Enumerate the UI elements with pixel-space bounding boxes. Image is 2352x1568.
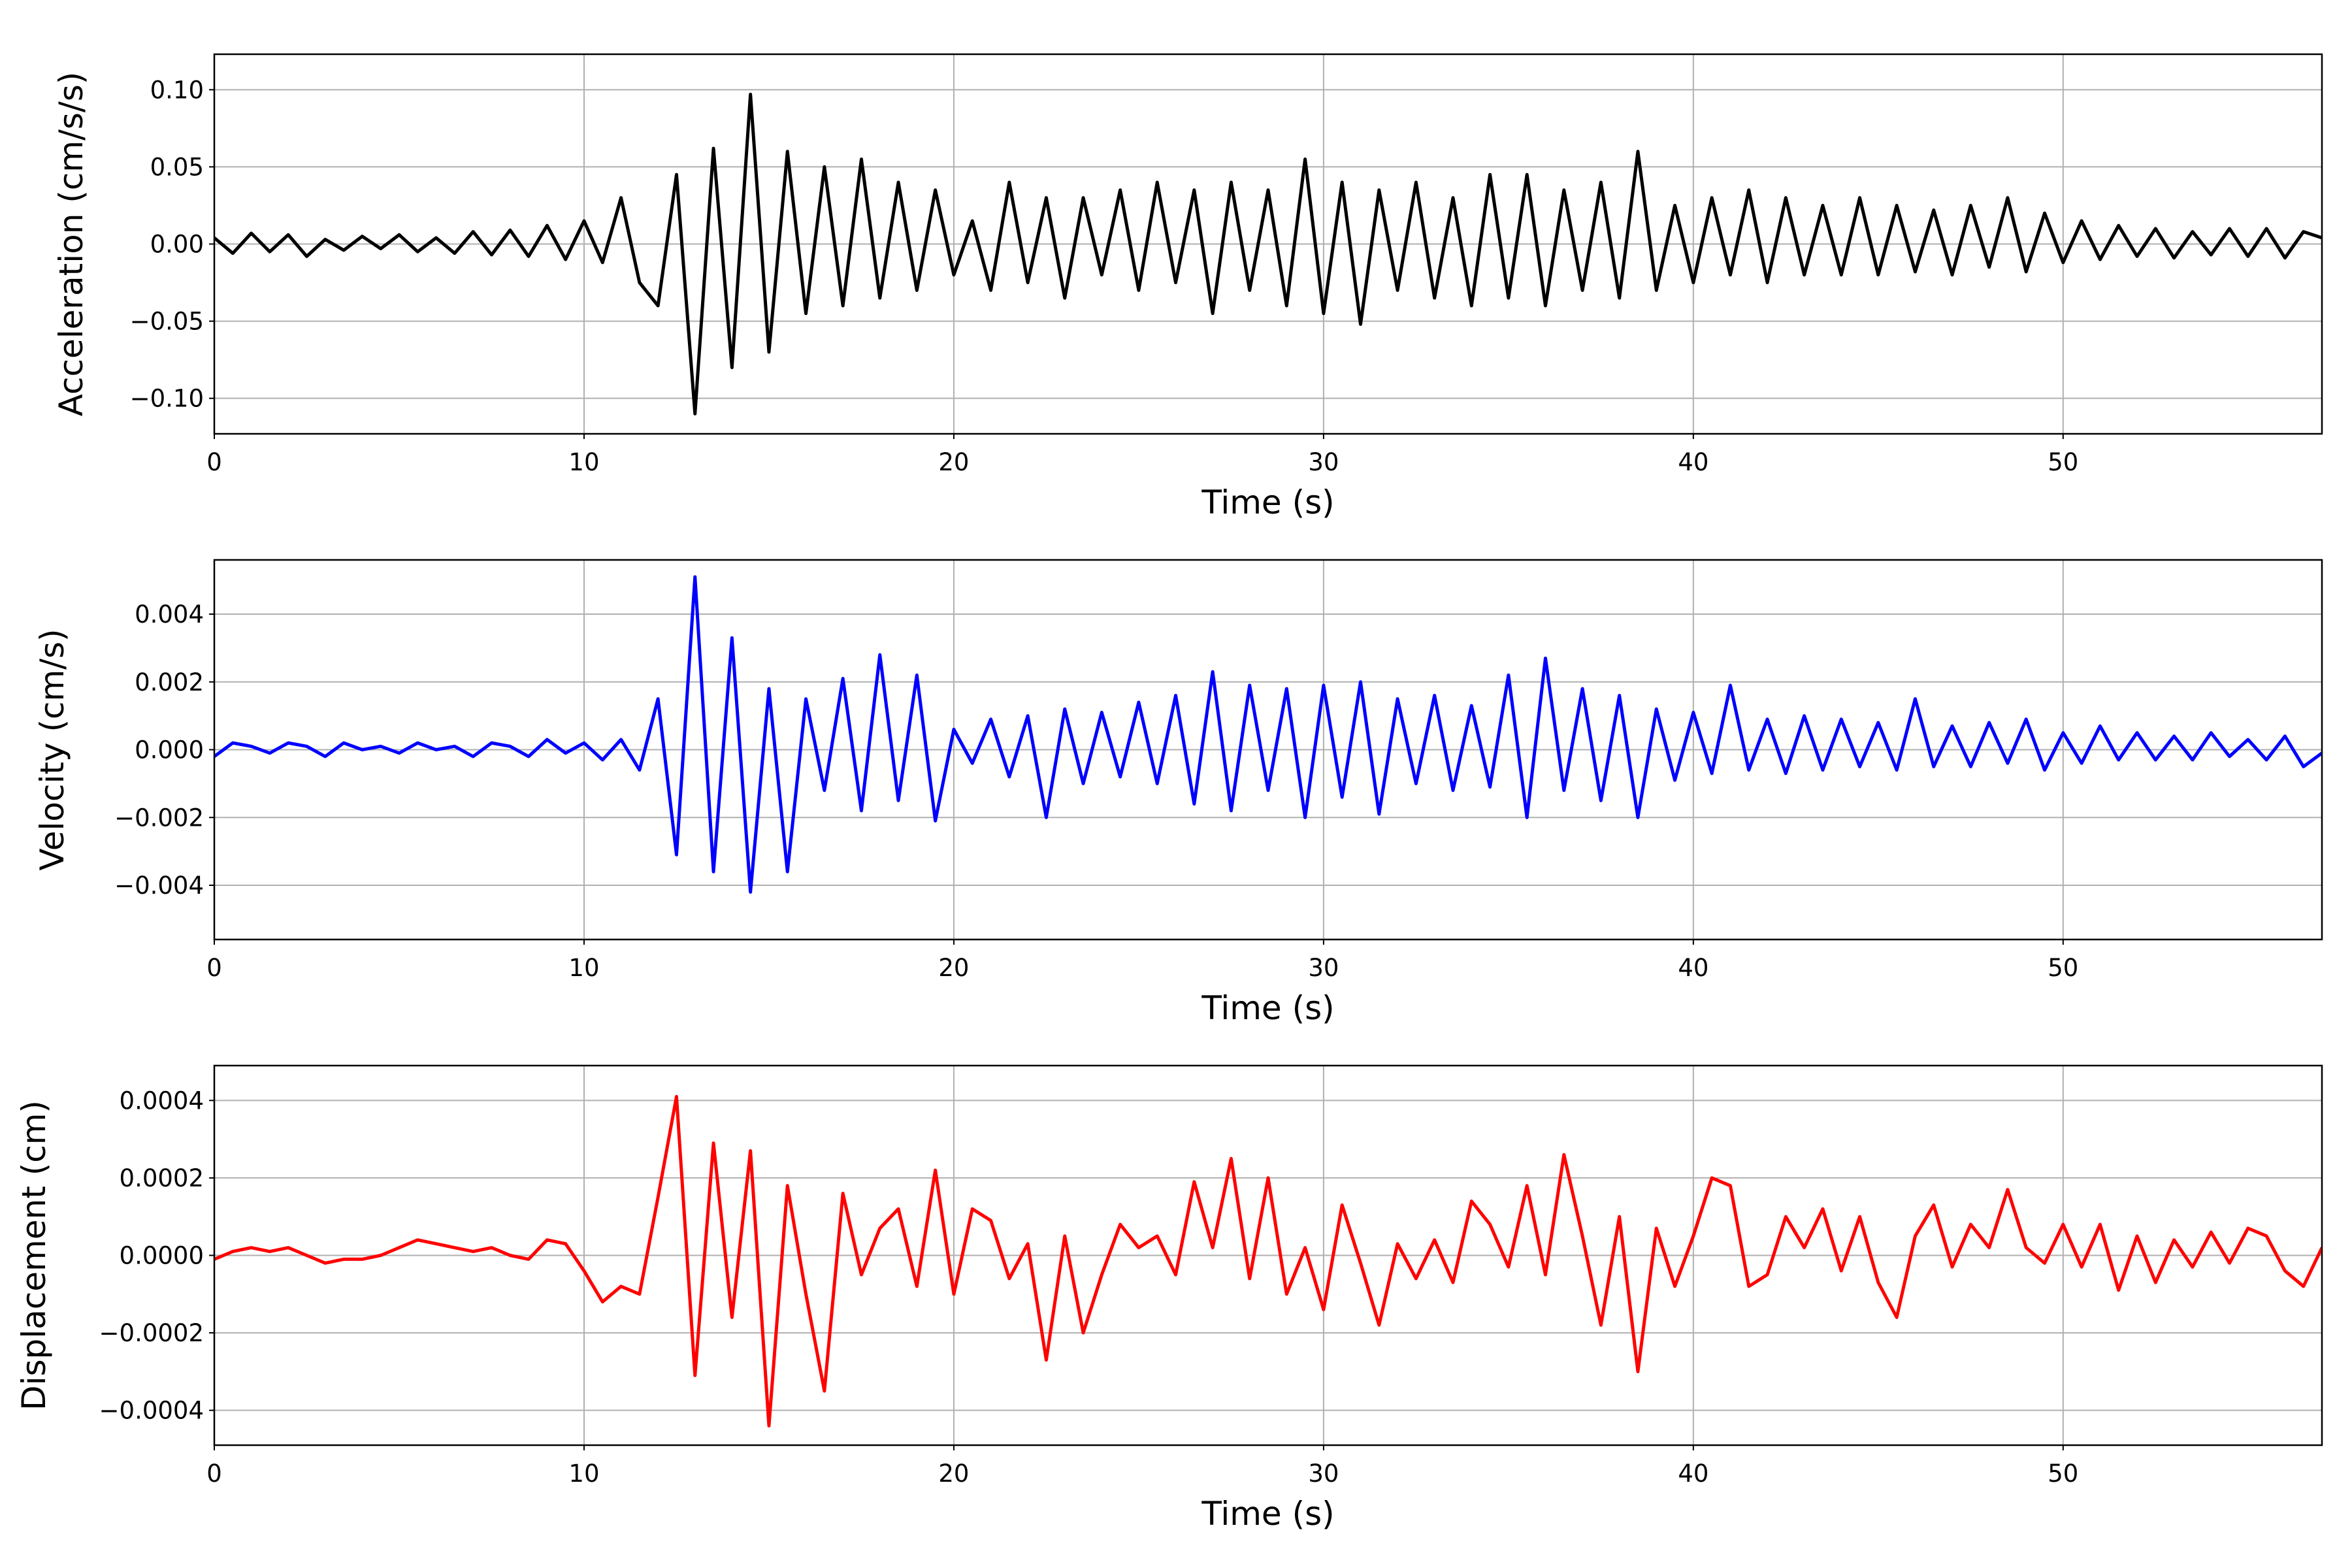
x-tick-label: 0 — [206, 448, 222, 476]
y-tick-label: 0.0004 — [120, 1086, 204, 1115]
x-tick-label: 50 — [2048, 954, 2078, 982]
y-tick-label: 0.0000 — [120, 1242, 204, 1270]
axes-frame — [213, 53, 2323, 435]
x-tick-label: 40 — [1678, 448, 1708, 476]
data-line — [214, 575, 2322, 894]
x-axis-label: Time (s) — [1201, 1495, 1334, 1533]
x-axis-label: Time (s) — [1201, 989, 1334, 1027]
y-tick-label: 0.05 — [150, 153, 204, 181]
x-tick-label: 10 — [568, 954, 599, 982]
x-tick-label: 40 — [1678, 1460, 1708, 1488]
y-tick-label: −0.004 — [114, 872, 204, 900]
y-tick-label: −0.0002 — [99, 1319, 204, 1347]
y-tick-label: 0.004 — [135, 600, 204, 629]
data-line — [214, 1094, 2322, 1428]
x-axis-label: Time (s) — [1201, 483, 1334, 521]
axes-frame — [213, 559, 2323, 941]
x-tick-label: 0 — [206, 1460, 222, 1488]
y-axis-label: Displacement (cm) — [15, 1100, 53, 1411]
x-tick-label: 0 — [206, 954, 222, 982]
x-tick-label: 10 — [568, 1460, 599, 1488]
y-tick-label: 0.10 — [150, 76, 204, 104]
y-tick-label: −0.002 — [114, 804, 204, 832]
y-axis-label: Acceleration (cm/s/s) — [52, 72, 90, 417]
y-tick-label: 0.002 — [135, 668, 204, 696]
x-tick-label: 20 — [938, 1460, 969, 1488]
x-tick-label: 30 — [1308, 448, 1339, 476]
x-tick-label: 50 — [2048, 1460, 2078, 1488]
axes-frame — [213, 1064, 2323, 1446]
y-axis-label: Velocity (cm/s) — [33, 629, 71, 870]
y-tick-label: 0.000 — [135, 736, 204, 764]
x-tick-label: 40 — [1678, 954, 1708, 982]
data-line — [214, 92, 2322, 416]
x-tick-label: 30 — [1308, 1460, 1339, 1488]
x-tick-label: 20 — [938, 448, 969, 476]
y-tick-label: −0.0004 — [99, 1397, 204, 1425]
x-tick-label: 50 — [2048, 448, 2078, 476]
x-tick-label: 30 — [1308, 954, 1339, 982]
y-tick-label: 0.00 — [150, 231, 204, 259]
x-tick-label: 10 — [568, 448, 599, 476]
y-tick-label: 0.0002 — [120, 1164, 204, 1192]
y-tick-label: −0.10 — [130, 385, 204, 413]
x-tick-label: 20 — [938, 954, 969, 982]
y-tick-label: −0.05 — [130, 308, 204, 336]
